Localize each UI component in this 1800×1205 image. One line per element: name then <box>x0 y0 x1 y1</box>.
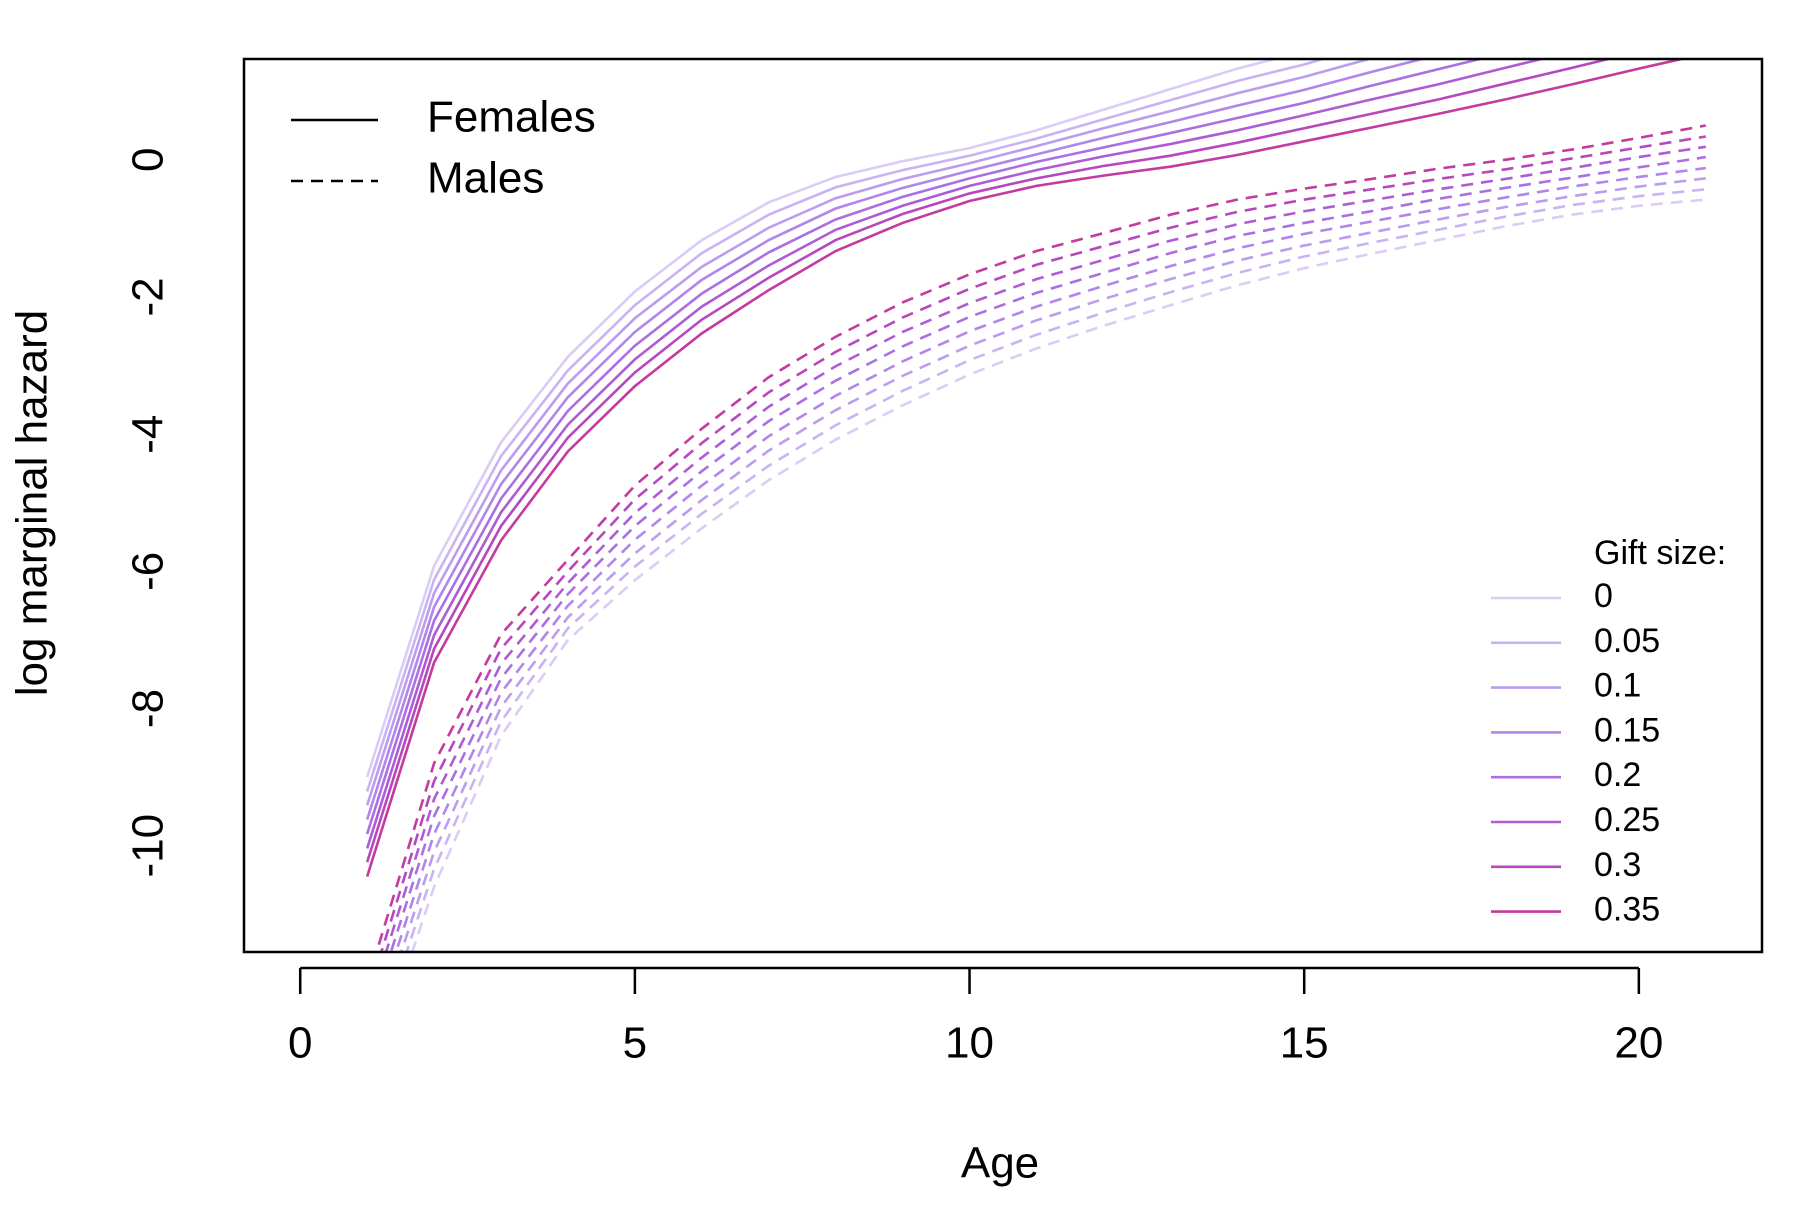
series-line <box>405 188 1706 952</box>
y-tick-label: -8 <box>124 689 173 728</box>
x-tick-label: 20 <box>1614 1019 1663 1068</box>
plot-frame <box>242 57 1764 954</box>
legend-label: Males <box>427 154 544 203</box>
series-line <box>399 177 1706 952</box>
x-tick-label: 5 <box>623 1019 647 1068</box>
y-tick-label: -4 <box>124 415 173 454</box>
y-tick-label: 0 <box>124 148 173 172</box>
gift-legend-label: 0.3 <box>1594 846 1641 884</box>
x-axis-label: Age <box>961 1139 1039 1188</box>
series-line <box>365 59 1328 792</box>
gift-legend-label: 0.25 <box>1594 801 1660 839</box>
gift-legend-label: 0.35 <box>1594 891 1660 929</box>
y-tick-label: -6 <box>124 552 173 591</box>
gift-legend-label: 0.05 <box>1594 622 1660 660</box>
gift-legend-label: 0.2 <box>1594 756 1641 794</box>
x-tick-label: 15 <box>1280 1019 1329 1068</box>
y-axis-label: log marginal hazard <box>8 310 57 696</box>
x-tick-label: 0 <box>288 1019 312 1068</box>
series-line <box>375 124 1707 952</box>
gift-legend-label: 0.1 <box>1594 667 1641 705</box>
series-line <box>365 59 1374 806</box>
y-tick-label: -2 <box>124 277 173 316</box>
gift-legend-title: Gift size: <box>1594 534 1726 572</box>
series-line <box>389 155 1706 952</box>
series-line <box>365 59 1486 835</box>
series-line <box>365 59 1614 863</box>
series-line <box>379 135 1706 952</box>
series-line <box>410 198 1706 952</box>
series-line <box>365 59 1688 877</box>
gift-legend-label: 0 <box>1594 577 1613 615</box>
legend-label: Females <box>427 93 596 142</box>
series-line <box>384 145 1706 952</box>
series-line <box>365 59 1547 849</box>
plot-lines <box>365 59 1707 952</box>
series-line <box>365 59 1428 821</box>
y-tick-label: -10 <box>124 814 173 878</box>
series-line <box>365 59 1280 778</box>
gift-legend-label: 0.15 <box>1594 711 1660 749</box>
x-tick-label: 10 <box>945 1019 994 1068</box>
series-line <box>394 166 1706 952</box>
